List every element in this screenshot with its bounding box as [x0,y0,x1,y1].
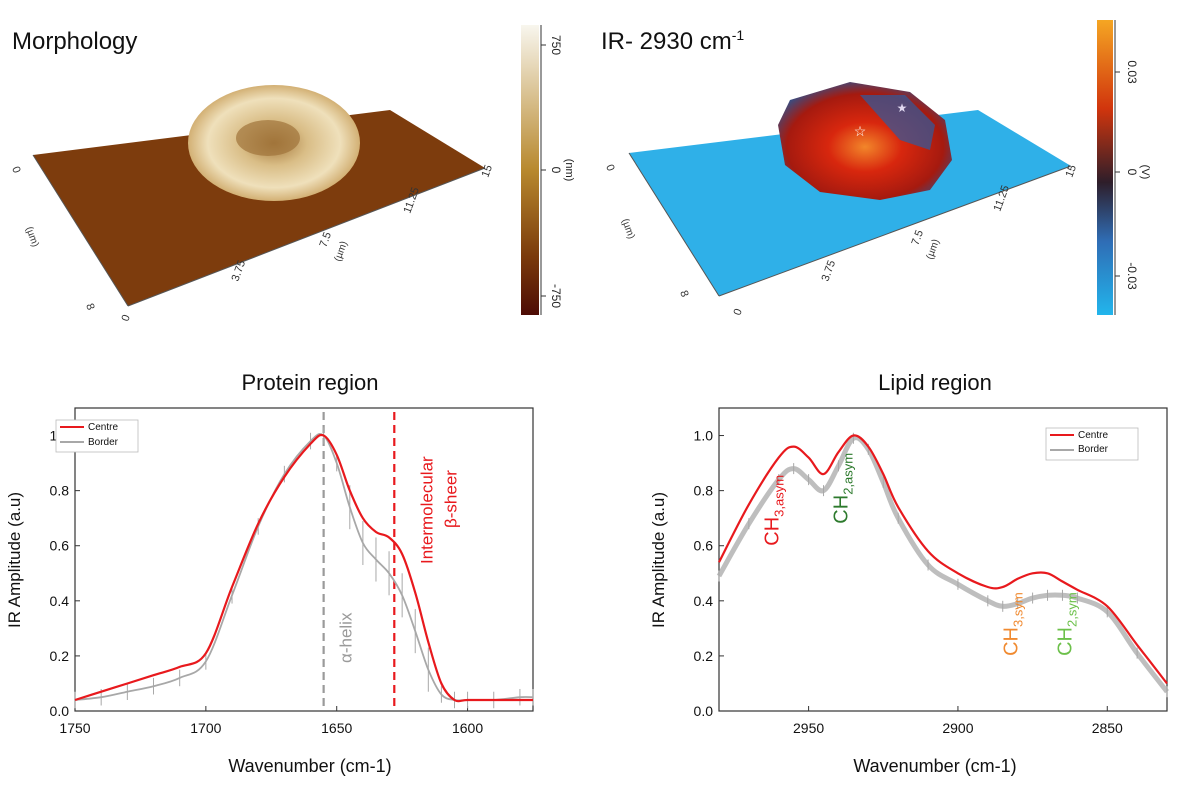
ir-map-y-tick-0: 0 [603,163,616,173]
morphology-colorbar-unit: (nm) [563,159,575,182]
lipid-x-tick-label: 2850 [1092,720,1123,736]
protein-x-tick-label: 1750 [59,720,90,736]
protein-legend-border: Border [88,437,119,448]
morphology-y-axis [32,154,129,307]
morphology-colorbar-tick-1: 0 [549,167,563,174]
lipid-plot-frame [718,407,1168,712]
annotation-sub: 3,sym [1011,592,1026,627]
protein-y-tick-label: 0.8 [50,483,70,499]
protein-chart-xlabel: Wavenumber (cm-1) [228,756,391,776]
morphology-blob-centre [236,120,300,156]
protein-series-border [74,433,534,702]
protein-chart: Protein region Wavenumber (cm-1) IR Ampl… [5,370,534,776]
morphology-colorbar [521,25,539,315]
morphology-x-axis [127,167,486,307]
lipid-x-tick-label: 2900 [942,720,973,736]
protein-legend-box [55,419,139,453]
ir-map-x-tick-0: 0 [732,307,745,317]
ir-map-colorbar-tick-0: 0.03 [1125,60,1139,84]
lipid-chart-xlabel: Wavenumber (cm-1) [853,756,1016,776]
protein-x-tick-label: 1700 [190,720,221,736]
annotation-3-asym: CH3,asym [762,475,787,546]
annotation-2-asym: CH2,asym [830,453,855,524]
lipid-chart-title: Lipid region [878,370,992,395]
beta-sheer-label: β-sheer [441,470,460,528]
annotation-2-sym: CH2,sym [1054,592,1079,656]
lipid-series-centre [718,434,1168,685]
lipid-chart: Lipid region Wavenumber (cm-1) IR Amplit… [649,370,1169,776]
lipid-chart-ylabel: IR Amplitude (a.u) [649,492,668,628]
lipid-y-tick-label: 0.2 [694,648,714,664]
morphology-y-tick-1: 8 [83,302,96,312]
annotation-base: CH [1001,627,1023,656]
lipid-series-border [716,435,1169,694]
morphology-y-tick-0: 0 [9,165,22,175]
lipid-y-tick-label: 0.0 [694,703,714,719]
intermolecular-label: Intermolecular [417,456,436,564]
annotation-3-sym: CH3,sym [1001,592,1026,656]
lipid-legend-centre: Centre [1078,430,1108,441]
annotation-sub: 2,sym [1064,592,1079,627]
protein-y-tick-label: 0.6 [50,538,70,554]
morphology-x-unit: (µm) [332,240,349,263]
ir-map-x-unit: (µm) [924,238,941,261]
border-marker-icon: ★ [897,101,908,115]
ir-map-title-main: IR- 2930 cm [601,28,732,55]
lipid-y-tick-label: 0.4 [694,593,714,609]
annotation-sub: 3,asym [772,475,787,517]
ir-map-title-sup: -1 [732,27,745,43]
ir-map-colorbar [1097,20,1113,315]
protein-y-tick-label: 0.4 [50,593,70,609]
lipid-y-tick-label: 0.8 [694,483,714,499]
ir-map-colorbar-tick-1: 0 [1125,169,1139,176]
morphology-colorbar-tick-2: -750 [549,284,563,308]
morphology-title: Morphology [12,28,137,55]
protein-y-tick-label: 0.2 [50,648,70,664]
lipid-y-tick-label: 1.0 [694,428,714,444]
protein-y-tick-label: 0.0 [50,703,70,719]
ir-map-surface [629,110,1071,296]
alpha-helix-label: α-helix [337,612,356,663]
ir-map-x-tick-2: 7.5 [910,229,927,247]
protein-legend-centre: Centre [88,422,118,433]
lipid-x-tick-label: 2950 [793,720,824,736]
morphology-x-tick-0: 0 [120,313,133,323]
morphology-colorbar-tick-0: 750 [549,35,563,55]
morphology-y-unit: (µm) [23,225,40,248]
ir-map-y-axis [628,152,720,297]
annotation-base: CH [1054,627,1076,656]
annotation-sub: 2,asym [840,453,855,495]
ir-map-panel: IR- 2930 cm-1 ☆ ★ 0 3.75 7.5 (µm) 11.25 … [601,20,1151,317]
ir-map-x-tick-1: 3.75 [820,259,839,283]
protein-chart-title: Protein region [242,370,379,395]
morphology-surface [33,110,485,306]
ir-map-title: IR- 2930 cm-1 [601,27,744,55]
protein-plot-frame [74,407,534,712]
morphology-x-tick-2: 7.5 [318,231,335,249]
ir-map-y-tick-1: 8 [677,289,690,299]
ir-map-y-unit: (µm) [619,217,636,240]
morphology-x-tick-4: 15 [480,163,495,179]
morphology-panel: Morphology 0 3.75 7.5 (µm) 11.25 15 0 (µ… [9,25,575,323]
ir-map-blob-border-low [860,95,935,150]
ir-map-x-axis [718,165,1072,297]
protein-x-tick-label: 1650 [321,720,352,736]
ir-map-x-tick-4: 15 [1064,163,1079,179]
ir-map-colorbar-tick-2: -0.03 [1125,262,1139,290]
protein-x-tick-label: 1600 [452,720,483,736]
lipid-y-tick-label: 0.6 [694,538,714,554]
protein-series-centre [74,433,533,703]
lipid-legend-box [1045,427,1139,461]
ir-map-colorbar-unit: (V) [1139,165,1151,180]
annotation-base: CH [830,495,852,524]
annotation-base: CH [762,517,784,546]
lipid-legend-border: Border [1078,444,1109,455]
centre-marker-icon: ☆ [854,123,867,139]
protein-chart-ylabel: IR Amplitude (a.u) [5,492,24,628]
